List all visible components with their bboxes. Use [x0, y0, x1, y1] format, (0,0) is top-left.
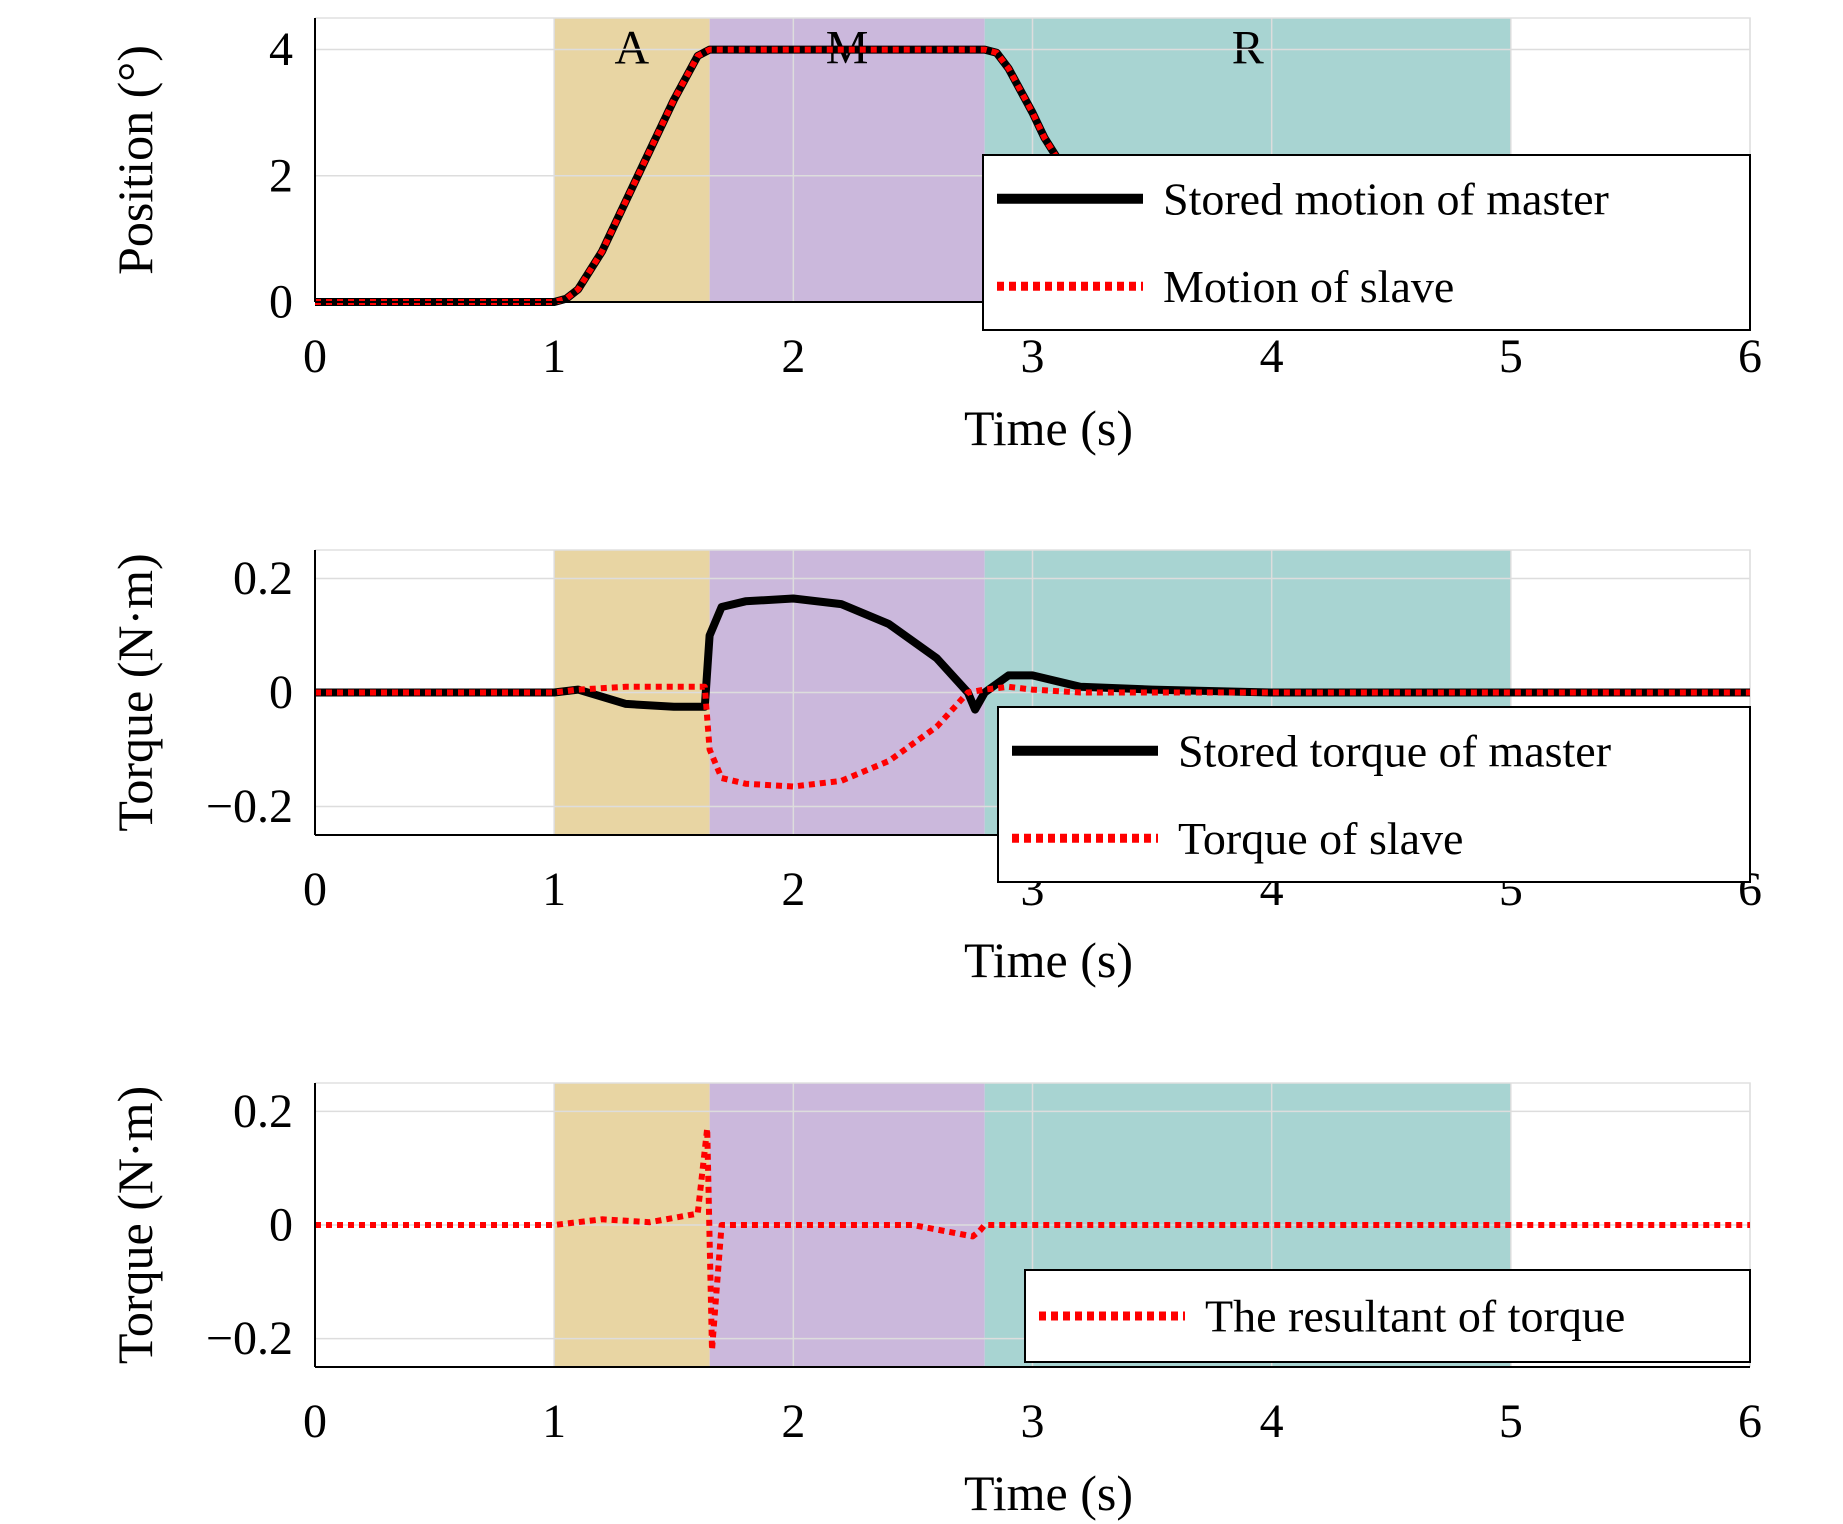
x-tick-label: 2 — [781, 863, 805, 916]
x-tick-label: 0 — [303, 330, 327, 383]
phase-band-2 — [709, 18, 985, 302]
x-tick-label: 3 — [1021, 1395, 1045, 1448]
phase-band-1 — [554, 18, 710, 302]
x-tick-label: 1 — [542, 330, 566, 383]
phase-band-label: A — [615, 22, 650, 75]
x-axis-label: Time (s) — [964, 932, 1133, 988]
x-tick-label: 4 — [1260, 330, 1284, 383]
x-tick-label: 6 — [1738, 1395, 1762, 1448]
legend: Stored motion of master Motion of slave — [982, 154, 1751, 331]
x-tick-label: 2 — [781, 1395, 805, 1448]
legend: The resultant of torque — [1024, 1269, 1751, 1363]
y-axis-label: Torque (N·m) — [107, 553, 163, 831]
y-tick-label: 4 — [269, 23, 293, 76]
series-line-2 — [315, 683, 1750, 790]
x-axis-label: Time (s) — [964, 1465, 1133, 1521]
x-tick-label: 2 — [781, 330, 805, 383]
y-tick-label: 2 — [269, 149, 293, 202]
series-line-2 — [315, 46, 1059, 305]
legend-label: Stored torque of master — [1178, 725, 1611, 776]
x-tick-label: 5 — [1499, 330, 1523, 383]
x-tick-label: 0 — [303, 1395, 327, 1448]
y-tick-label: −0.2 — [206, 1312, 293, 1365]
legend-box — [1024, 1269, 1751, 1363]
legend-label: The resultant of torque — [1205, 1291, 1625, 1342]
x-tick-label: 0 — [303, 863, 327, 916]
legend-label: Stored motion of master — [1163, 173, 1609, 224]
x-tick-label: 3 — [1021, 330, 1045, 383]
y-tick-label: 0 — [269, 276, 293, 329]
legend: Stored torque of master Torque of slave — [997, 706, 1751, 883]
legend-box — [982, 154, 1751, 331]
legend-label: Motion of slave — [1163, 261, 1454, 312]
series-line-1 — [315, 1125, 1750, 1353]
legend-box — [997, 706, 1751, 883]
y-tick-label: 0 — [269, 666, 293, 719]
phase-band-label: R — [1232, 22, 1264, 75]
y-tick-label: −0.2 — [206, 780, 293, 833]
series-line-1 — [315, 594, 1750, 714]
y-tick-label: 0.2 — [233, 552, 293, 605]
x-tick-label: 1 — [542, 863, 566, 916]
x-tick-label: 6 — [1738, 330, 1762, 383]
x-axis-label: Time (s) — [964, 400, 1133, 456]
y-tick-label: 0 — [269, 1199, 293, 1252]
x-tick-label: 5 — [1499, 1395, 1523, 1448]
legend-label: Torque of slave — [1178, 813, 1463, 864]
x-tick-label: 4 — [1260, 1395, 1284, 1448]
y-axis-label: Torque (N·m) — [107, 1086, 163, 1364]
y-axis-label: Position (°) — [107, 45, 163, 275]
y-tick-label: 0.2 — [233, 1085, 293, 1138]
x-tick-label: 1 — [542, 1395, 566, 1448]
